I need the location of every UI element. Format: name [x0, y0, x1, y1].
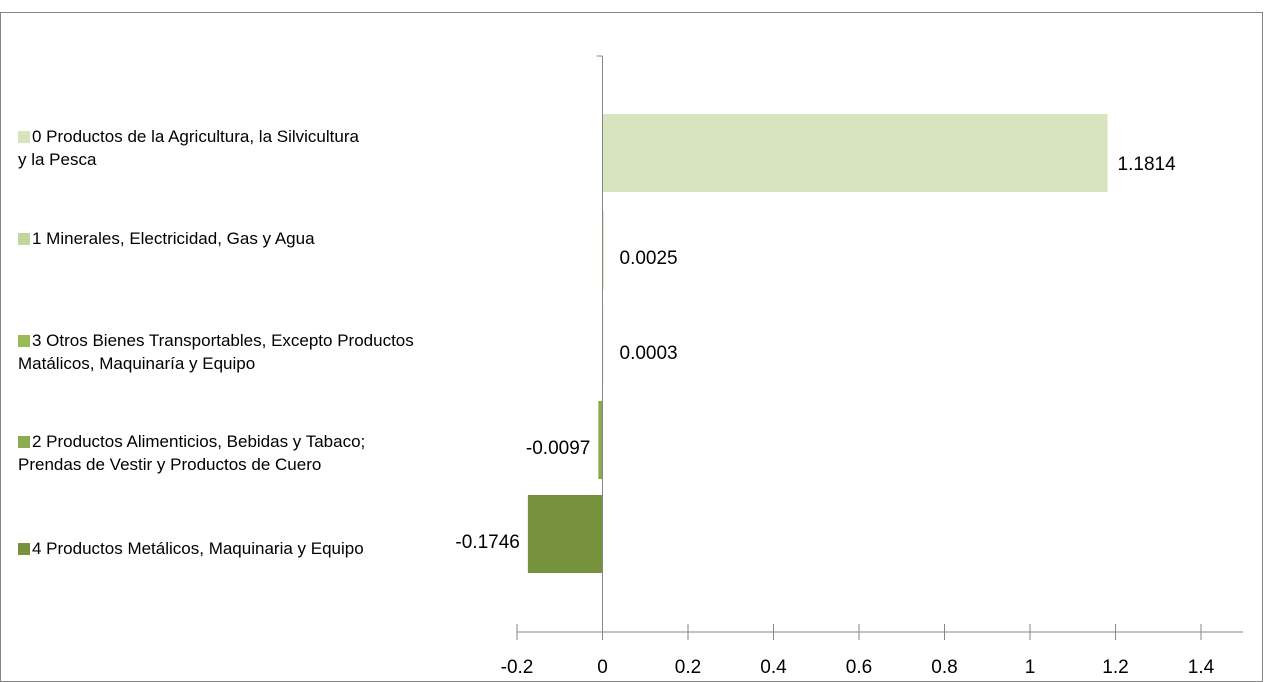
data-label: -0.1746 — [455, 532, 519, 553]
data-label: 1.1814 — [1118, 154, 1177, 175]
legend-item-minerales: 1 Minerales, Electricidad, Gas y Agua — [18, 227, 438, 250]
x-tick-label: 1.2 — [1102, 657, 1128, 678]
legend-swatch — [18, 233, 30, 245]
legend-label: 4 Productos Metálicos, Maquinaria y Equi… — [32, 539, 364, 558]
legend-item-agricultura: 0 Productos de la Agricultura, la Silvic… — [18, 125, 363, 171]
x-tick-label: 0.8 — [931, 657, 957, 678]
x-tick-label: 1 — [1025, 657, 1036, 678]
legend-item-metalicos: 4 Productos Metálicos, Maquinaria y Equi… — [18, 537, 398, 560]
x-tick-label: 1.4 — [1188, 657, 1215, 678]
bar — [602, 211, 604, 289]
legend-label: 3 Otros Bienes Transportables, Excepto P… — [18, 331, 414, 373]
legend-label: 2 Productos Alimenticios, Bebidas y Taba… — [18, 432, 366, 474]
legend-label: 1 Minerales, Electricidad, Gas y Agua — [32, 229, 315, 248]
data-label: -0.0097 — [526, 438, 590, 459]
x-tick-label: 0.4 — [760, 657, 787, 678]
x-tick-label: 0.6 — [846, 657, 872, 678]
data-label: 0.0003 — [620, 343, 678, 364]
legend-label: 0 Productos de la Agricultura, la Silvic… — [18, 127, 359, 169]
bar — [527, 495, 603, 573]
legend-item-alimenticios: 2 Productos Alimenticios, Bebidas y Taba… — [18, 430, 398, 476]
bar — [602, 114, 1108, 192]
legend-swatch — [18, 335, 30, 347]
legend-item-otros-bienes: 3 Otros Bienes Transportables, Excepto P… — [18, 329, 438, 375]
bar — [598, 401, 603, 479]
legend-swatch — [18, 543, 30, 555]
x-tick-label: 0.2 — [675, 657, 701, 678]
data-label: 0.0025 — [620, 248, 678, 269]
x-tick-label: 0 — [597, 657, 608, 678]
x-tick-label: -0.2 — [501, 657, 534, 678]
legend-swatch — [18, 131, 30, 143]
legend-swatch — [18, 436, 30, 448]
